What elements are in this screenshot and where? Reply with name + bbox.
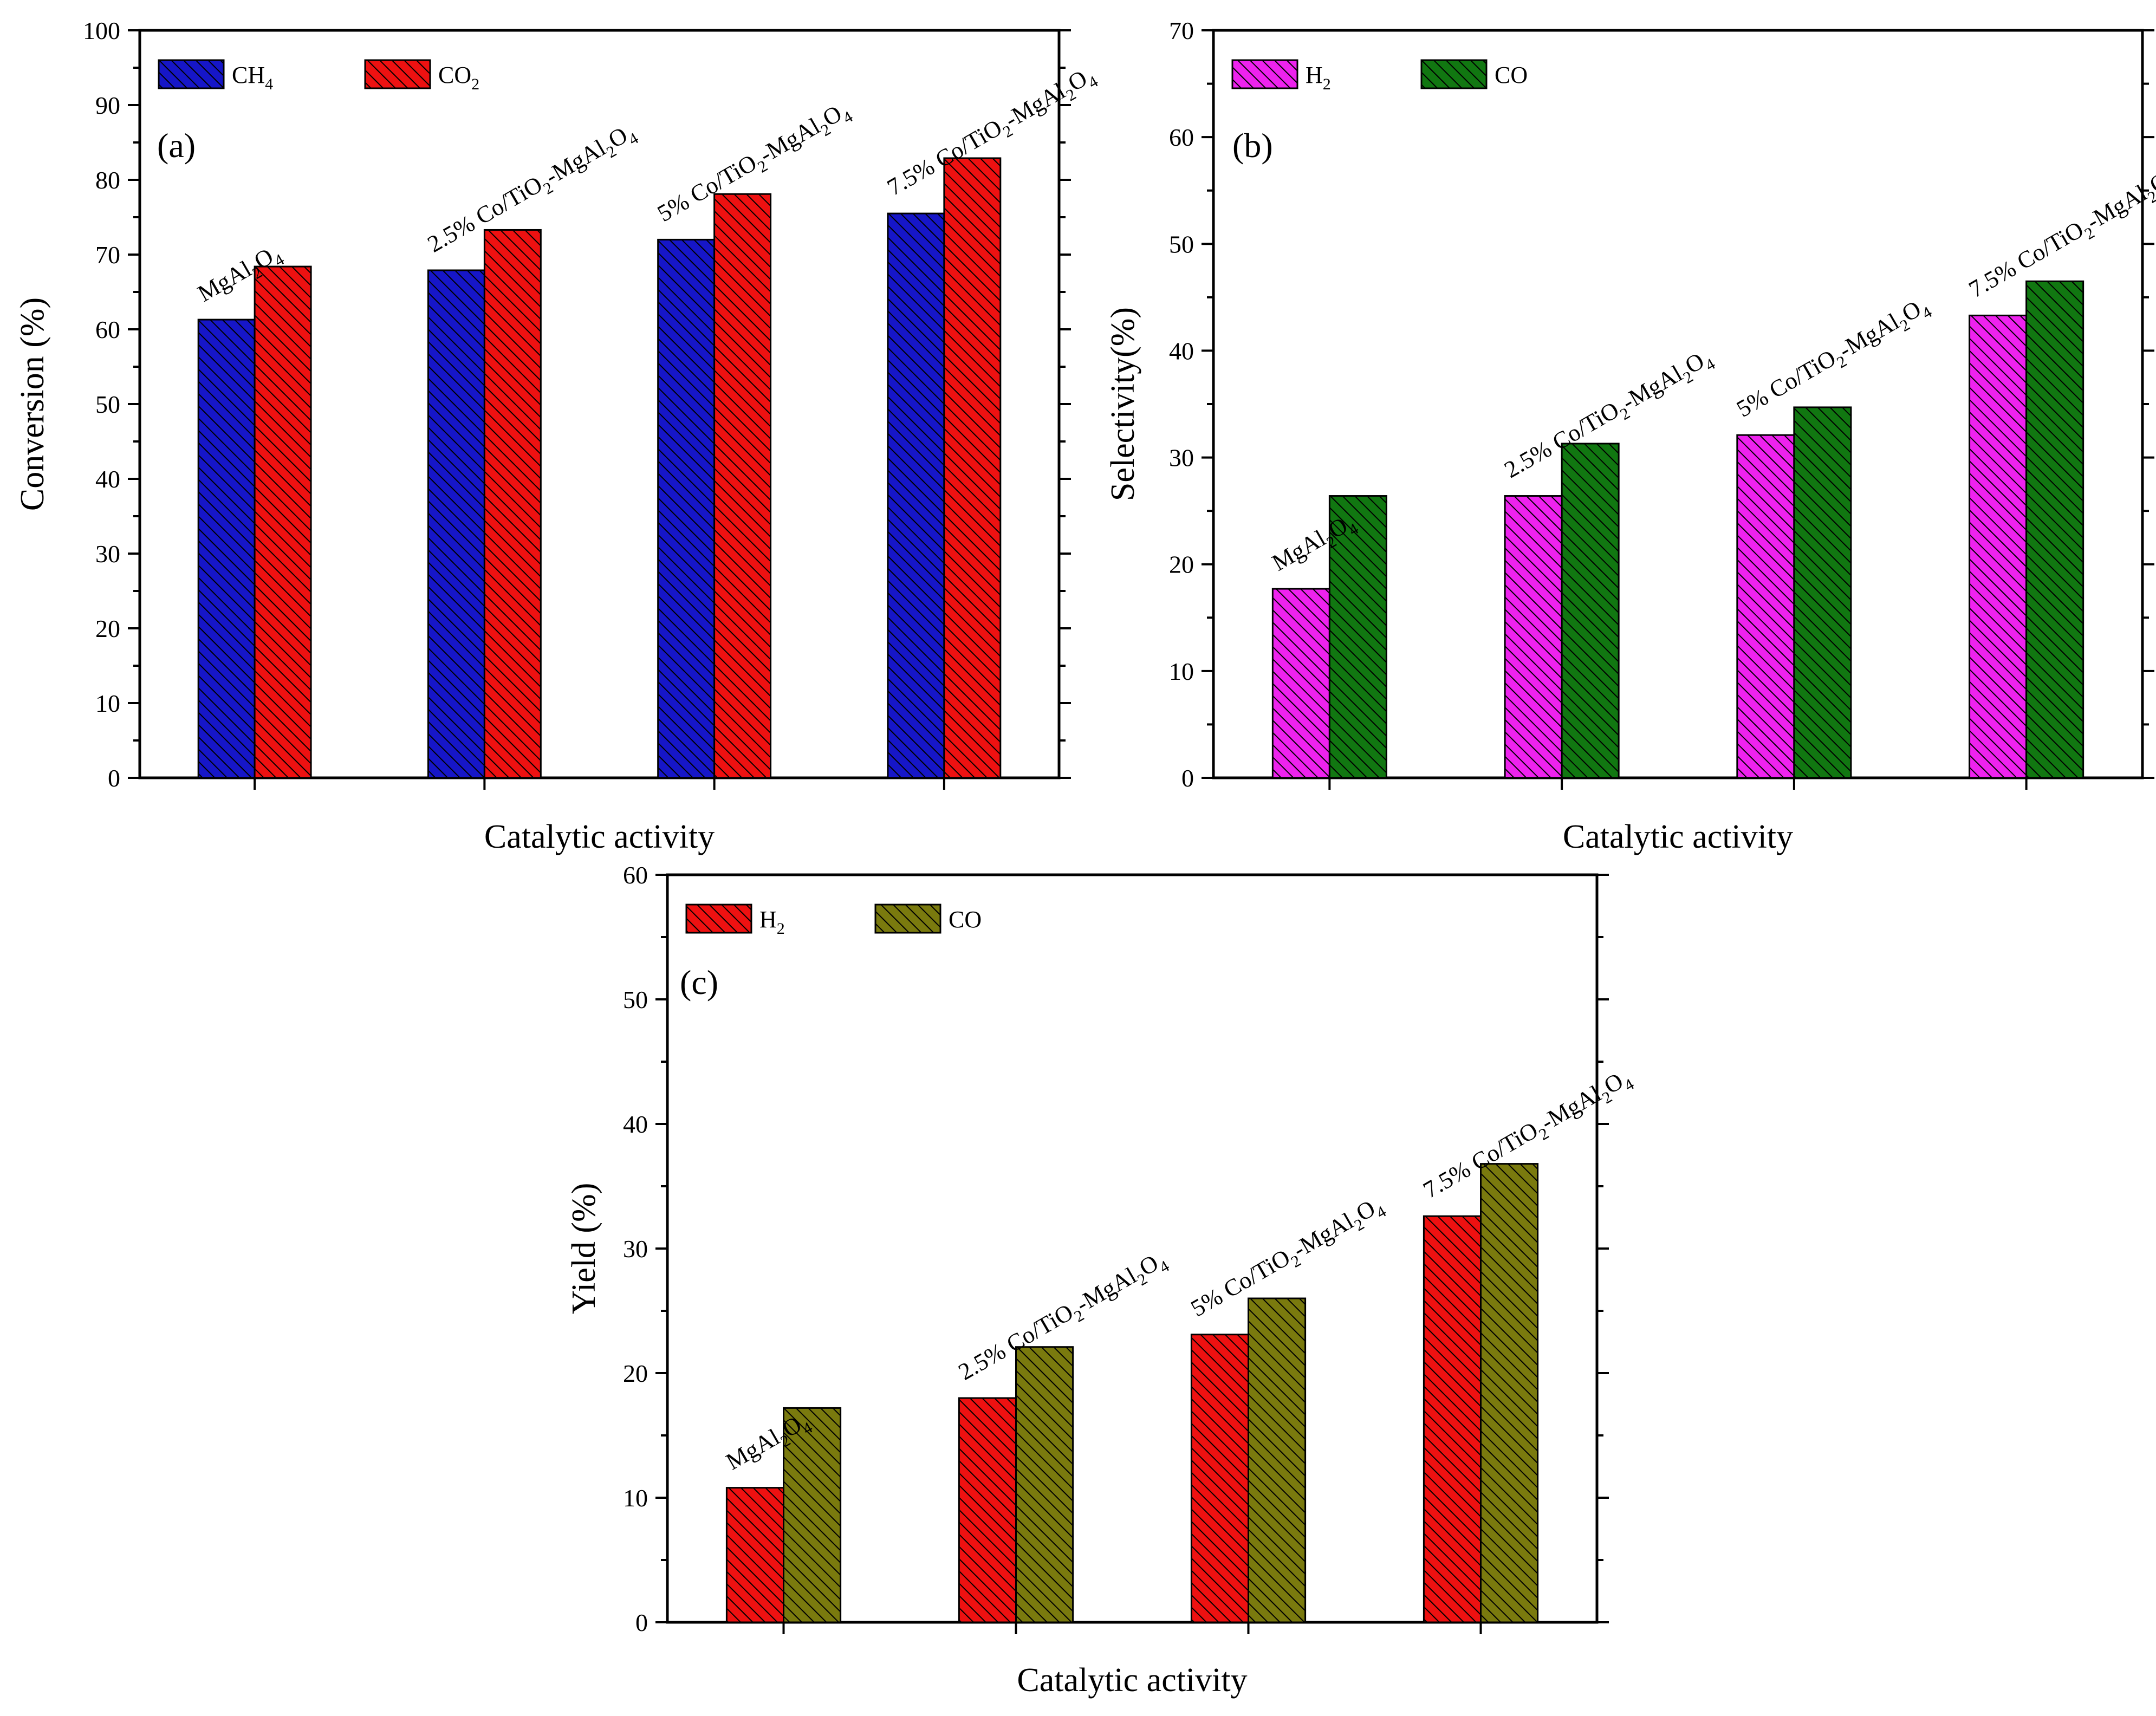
bar-h2-4	[1969, 314, 2028, 779]
bar-h2-4	[1423, 1215, 1482, 1623]
bar-co2-4	[943, 157, 1002, 779]
legend-swatch-co	[874, 903, 941, 934]
bar-co2-3	[713, 193, 772, 779]
y-tick-label: 10	[623, 1484, 648, 1512]
y-axis-label: Selectivity(%)	[1105, 307, 1141, 501]
y-tick-label: 40	[623, 1110, 648, 1138]
y-tick-label: 20	[1169, 551, 1194, 578]
bar-co2-2	[483, 229, 542, 779]
category-label: 5% Co/TiO2​-MgAl2​O4​	[1732, 291, 1935, 427]
y-axis-label: Conversion (%)	[14, 297, 51, 511]
legend-swatch-ch4	[158, 59, 225, 89]
bar-ch4-4	[887, 212, 945, 779]
legend-swatch-co	[1420, 59, 1488, 89]
x-axis-label: Catalytic activity	[1563, 818, 1793, 855]
bar-co-1	[1328, 495, 1387, 779]
bar-co-2	[1015, 1346, 1074, 1623]
bar-co-4	[1480, 1163, 1539, 1623]
y-tick-label: 90	[95, 92, 120, 119]
y-tick-label: 80	[95, 166, 120, 194]
legend-swatch-h2	[1231, 59, 1298, 89]
bar-co2-1	[254, 265, 312, 779]
legend-label-h2: H2​	[759, 906, 785, 938]
y-tick-label: 40	[1169, 337, 1194, 365]
y-tick-label: 20	[95, 615, 120, 642]
legend-label-ch4: CH4​	[232, 62, 273, 93]
legend-label-co: CO	[1495, 62, 1528, 88]
y-tick-label: 50	[623, 986, 648, 1013]
legend-swatch-h2	[685, 903, 752, 934]
y-tick-label: 60	[95, 316, 120, 343]
y-tick-label: 60	[623, 861, 648, 889]
y-tick-label: 50	[95, 391, 120, 418]
bar-co-2	[1561, 443, 1620, 779]
legend-label-co: CO	[949, 906, 982, 933]
bar-h2-1	[1271, 588, 1330, 779]
bar-co-4	[2025, 280, 2084, 779]
bar-co-1	[783, 1407, 842, 1623]
bar-h2-3	[1736, 434, 1795, 779]
panel-tag: (a)	[157, 126, 196, 165]
y-tick-label: 0	[1181, 764, 1194, 792]
y-tick-label: 100	[83, 17, 120, 44]
y-tick-label: 40	[95, 465, 120, 493]
y-tick-label: 10	[1169, 658, 1194, 685]
x-axis-label: Catalytic activity	[1017, 1662, 1247, 1699]
y-tick-label: 70	[1169, 17, 1194, 44]
bar-co-3	[1793, 406, 1852, 779]
bar-h2-2	[958, 1397, 1017, 1623]
y-tick-label: 0	[108, 764, 120, 792]
y-tick-label: 20	[623, 1360, 648, 1387]
y-axis-label: Yield (%)	[566, 1183, 602, 1315]
bar-ch4-2	[427, 269, 485, 779]
bar-h2-1	[725, 1487, 785, 1623]
bar-h2-2	[1504, 495, 1563, 779]
bar-h2-3	[1190, 1334, 1250, 1623]
panel-tag: (b)	[1232, 126, 1273, 165]
x-axis-label: Catalytic activity	[484, 818, 715, 855]
bar-co-3	[1248, 1297, 1307, 1623]
y-tick-label: 60	[1169, 123, 1194, 151]
y-tick-label: 30	[623, 1235, 648, 1263]
legend-swatch-co2	[364, 59, 431, 89]
bar-ch4-1	[197, 318, 256, 779]
bar-ch4-3	[657, 238, 716, 779]
y-tick-label: 30	[1169, 444, 1194, 472]
y-tick-label: 10	[95, 690, 120, 717]
y-tick-label: 30	[95, 540, 120, 568]
legend-label-co2: CO2​	[438, 62, 479, 93]
legend-label-h2: H2​	[1306, 62, 1331, 93]
panel-tag: (c)	[680, 963, 718, 1002]
y-tick-label: 50	[1169, 230, 1194, 258]
y-tick-label: 70	[95, 241, 120, 269]
y-tick-label: 0	[635, 1609, 648, 1636]
